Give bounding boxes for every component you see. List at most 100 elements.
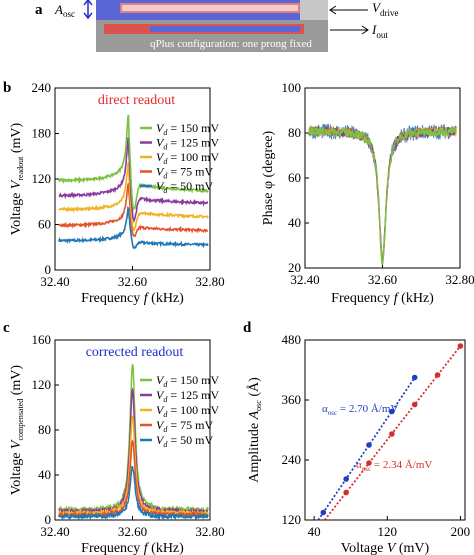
y-axis-label-unit: (mV)	[9, 122, 24, 156]
y-axis-label-text: Voltage	[9, 189, 24, 235]
series-line-0	[58, 363, 209, 515]
fit-label-red-alpha: α	[356, 459, 362, 471]
chart-direct-readout: 0 60 120 180 240 32.40 32.60 32.80 Frequency f (…	[9, 80, 225, 306]
series-line-4	[58, 465, 209, 522]
legend-entry: Vd = 100 mV	[156, 403, 219, 419]
y-tick-label: 0	[45, 512, 52, 527]
y-axis-label: Amplitude Aosc (Å)	[246, 377, 263, 483]
fit-label-blue: αosc = 2.70 Å/mV	[322, 403, 398, 417]
legend-entry: Vd = 100 mV	[156, 150, 219, 166]
data-point	[389, 431, 395, 437]
y-axis-label-sub: readout	[16, 156, 25, 181]
data-point	[457, 343, 464, 349]
data-point	[343, 476, 349, 482]
panel-letter-c: c	[3, 320, 10, 336]
phase-series-2	[308, 125, 457, 260]
y-axis-label: Phase φ (degree)	[261, 130, 276, 225]
y-tick-label: 20	[288, 260, 301, 275]
data-point	[343, 489, 349, 496]
legend-var: V	[156, 418, 165, 432]
legend-value: = 50 mV	[167, 179, 213, 193]
legend-var: V	[156, 373, 165, 387]
legend-var: V	[156, 150, 165, 164]
legend-sub: d	[163, 380, 168, 389]
fit-label-blue-value: = 2.70 Å/mV	[337, 403, 398, 415]
phase-series-0	[308, 123, 457, 265]
y-tick-label: 240	[282, 452, 302, 467]
y-tick-label: 40	[288, 215, 301, 230]
legend-value: = 100 mV	[167, 150, 219, 164]
series-line-4	[58, 206, 209, 250]
x-axis-label-unit: (kHz)	[398, 291, 434, 306]
series-line-0	[58, 114, 209, 212]
chart-phase: 20 40 60 80 100 32.40 32.60 32.80 Frequency f (k…	[261, 80, 474, 306]
series-line-3	[58, 182, 209, 238]
plot-frame	[304, 87, 461, 269]
iout-label: Iout	[371, 22, 388, 40]
x-axis-label-text: Frequency	[81, 291, 144, 306]
legend-entry: Vd = 75 mV	[156, 165, 213, 181]
y-axis-label-unit: (mV)	[9, 365, 24, 399]
x-axis-label-unit: (kHz)	[148, 541, 184, 555]
y-axis-label: Voltage Vreadout (mV)	[9, 122, 25, 235]
legend-var: V	[156, 136, 165, 150]
x-axis-label-var: f	[144, 541, 150, 555]
chart-title: direct readout	[98, 93, 175, 108]
y-axis-label: Voltage Vcompensated (mV)	[9, 365, 25, 496]
x-axis-label: Frequency f (kHz)	[81, 291, 184, 306]
x-axis-label-var: f	[394, 291, 400, 306]
legend-entry: Vd = 50 mV	[156, 433, 213, 449]
x-axis-label-unit: (kHz)	[148, 291, 184, 306]
y-tick-label: 120	[32, 171, 52, 186]
fit-label-blue-sub: osc	[328, 409, 337, 417]
vdrive-arrow-head	[329, 5, 337, 15]
y-tick-label: 60	[288, 170, 301, 185]
x-axis-label-text: Frequency	[331, 291, 394, 306]
legend-value: = 75 mV	[167, 165, 213, 179]
x-axis-label-text: Frequency	[81, 541, 144, 555]
y-axis-label-unit: (Å)	[246, 377, 262, 400]
x-tick-label: 32.40	[290, 272, 319, 287]
vdrive-label: Vdrive	[372, 0, 398, 18]
legend-sub: d	[163, 128, 168, 137]
fit-line-0	[317, 377, 416, 521]
series-line-1	[58, 136, 209, 224]
y-axis-label-var: V	[9, 439, 24, 449]
data-point	[320, 509, 327, 516]
y-tick-label: 160	[32, 332, 52, 347]
x-tick-label: 200	[451, 524, 471, 539]
y-axis-label-text: Amplitude	[247, 419, 262, 482]
legend-sub: d	[163, 186, 168, 195]
y-tick-label: 180	[32, 126, 52, 141]
legend-sub: d	[163, 425, 168, 434]
panel-letter-b: b	[3, 80, 11, 96]
chart-amplitude-vs-voltage: 120 240 360 480 40 120 200 Voltage V (mV) Amplit…	[246, 332, 470, 555]
y-tick-label: 100	[282, 80, 302, 95]
fit-label-red-value: = 2.34 Å/mV	[371, 459, 432, 471]
y-tick-label: 240	[32, 80, 52, 95]
legend-entry: Vd = 75 mV	[156, 418, 213, 434]
legend-var: V	[156, 179, 165, 193]
aosc-arrow-heads	[83, 0, 93, 20]
x-tick-label: 32.80	[445, 272, 474, 287]
series-line-2	[58, 162, 209, 232]
legend-var: V	[156, 121, 165, 135]
fit-label-red: αosc = 2.34 Å/mV	[356, 459, 432, 473]
legend-entry: Vd = 150 mV	[156, 373, 219, 389]
legend-value: = 125 mV	[167, 388, 219, 402]
y-tick-label: 360	[282, 392, 302, 407]
x-tick-label: 32.80	[195, 524, 224, 539]
panel-letter-a: a	[35, 2, 43, 18]
legend-value: = 75 mV	[167, 418, 213, 432]
x-tick-label: 32.60	[368, 272, 397, 287]
x-tick-label: 32.60	[118, 274, 147, 289]
x-axis-label: Frequency f (kHz)	[81, 541, 184, 555]
phase-series-1	[308, 124, 457, 264]
legend-entry: Vd = 125 mV	[156, 136, 219, 152]
legend-var: V	[156, 433, 165, 447]
x-axis-label-text: Voltage	[341, 541, 387, 555]
y-tick-label: 40	[38, 467, 51, 482]
electrode-blue	[150, 26, 300, 32]
electrode-inner	[122, 5, 298, 11]
